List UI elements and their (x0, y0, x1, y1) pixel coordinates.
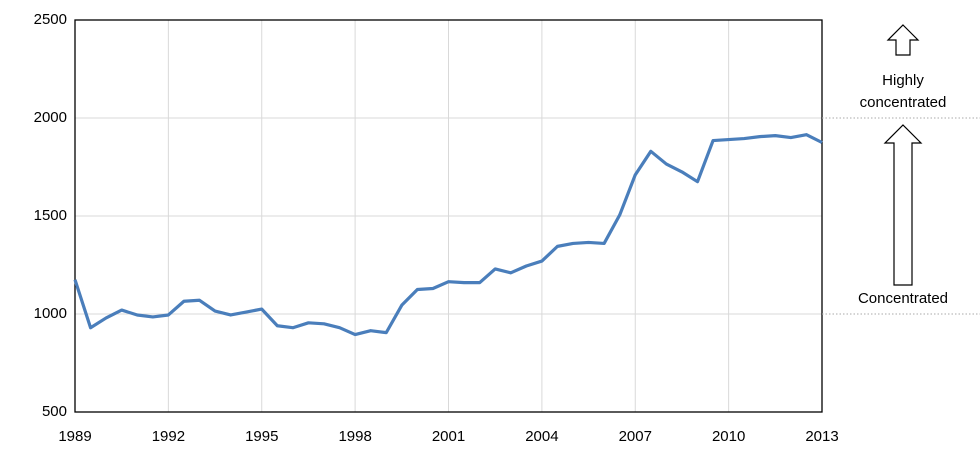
y-tick-label: 1500 (34, 207, 67, 224)
x-tick-label: 1989 (58, 428, 91, 445)
x-tick-label: 2004 (525, 428, 558, 445)
y-tick-label: 2000 (34, 109, 67, 126)
y-tick-label: 500 (42, 403, 67, 420)
threshold-label: Highly concentrated (859, 72, 947, 111)
y-tick-label: 2500 (34, 11, 67, 28)
x-tick-label: 1998 (338, 428, 371, 445)
threshold-label: Concentrated (857, 290, 949, 307)
plot-frame (74, 19, 823, 413)
x-tick-label: 1995 (245, 428, 278, 445)
data-line (73, 133, 823, 337)
x-tick-label: 2013 (805, 428, 838, 445)
arrow-up-large (883, 124, 923, 286)
y-tick-label: 1000 (34, 305, 67, 322)
x-tick-label: 1992 (152, 428, 185, 445)
x-tick-label: 2001 (432, 428, 465, 445)
arrow-up-small (886, 24, 920, 56)
x-tick-label: 2010 (712, 428, 745, 445)
x-tick-label: 2007 (619, 428, 652, 445)
